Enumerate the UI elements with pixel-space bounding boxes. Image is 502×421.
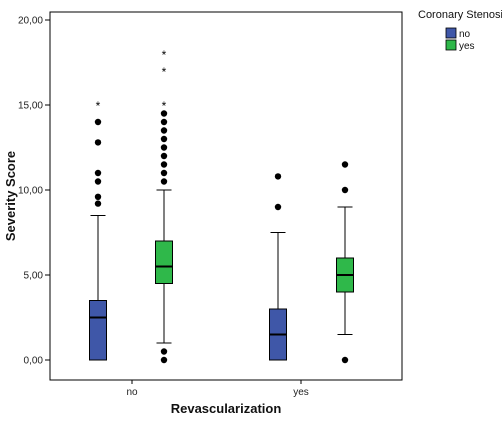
- outlier-point: [341, 356, 349, 364]
- outlier-point: [94, 178, 102, 185]
- outlier-point: [160, 127, 168, 134]
- x-axis-title: Revascularization: [171, 401, 282, 416]
- outlier-point: [94, 139, 102, 146]
- outlier-point: [160, 348, 168, 355]
- box-iqr: [89, 300, 107, 361]
- extreme-point: *: [162, 99, 167, 113]
- outlier-point: [160, 161, 168, 168]
- legend-label-no: no: [459, 29, 471, 40]
- outlier-point: [94, 118, 102, 126]
- extreme-point: *: [96, 99, 101, 113]
- outlier-point: [160, 110, 168, 117]
- plot-frame: [49, 11, 403, 381]
- outlier-point: [160, 356, 168, 364]
- box-iqr: [155, 240, 173, 284]
- y-tick-label: 0,00: [24, 356, 44, 367]
- extreme-point: *: [162, 48, 167, 62]
- box-group-yes-yes: [336, 161, 354, 364]
- outlier-point: [160, 152, 168, 160]
- y-axis-title: Severity Score: [3, 151, 18, 241]
- extreme-point: *: [162, 65, 167, 79]
- legend-swatch-yes: [445, 39, 457, 51]
- x-tick-label: yes: [293, 387, 309, 398]
- legend-title: Coronary Stenosis: [418, 9, 502, 21]
- box-group-no-yes: * * *: [155, 48, 173, 364]
- legend-swatch-no: [445, 27, 457, 39]
- outlier-point: [274, 173, 282, 180]
- y-axis: 0,00 5,00 10,00 15,00 20,00: [18, 16, 50, 367]
- outlier-point: [160, 169, 168, 177]
- outlier-point: [274, 203, 282, 211]
- box-group-no-no: *: [89, 99, 107, 361]
- outlier-point: [341, 186, 349, 194]
- outlier-point: [160, 178, 168, 185]
- x-axis: no yes: [126, 380, 309, 398]
- y-tick-label: 5,00: [24, 271, 44, 282]
- outlier-point: [160, 144, 168, 151]
- outlier-point: [160, 135, 168, 143]
- outlier-point: [160, 118, 168, 126]
- outlier-point: [94, 169, 102, 177]
- y-tick-label: 15,00: [18, 101, 43, 112]
- boxes-layer: * * * *: [89, 48, 354, 364]
- legend-label-yes: yes: [459, 41, 475, 52]
- x-tick-label: no: [126, 387, 138, 398]
- legend: Coronary Stenosis no yes: [418, 9, 502, 52]
- outlier-point: [94, 193, 102, 200]
- outlier-point: [341, 161, 349, 168]
- box-group-yes-no: [269, 173, 287, 361]
- y-tick-label: 20,00: [18, 16, 43, 27]
- outlier-point: [94, 200, 102, 207]
- y-tick-label: 10,00: [18, 186, 43, 197]
